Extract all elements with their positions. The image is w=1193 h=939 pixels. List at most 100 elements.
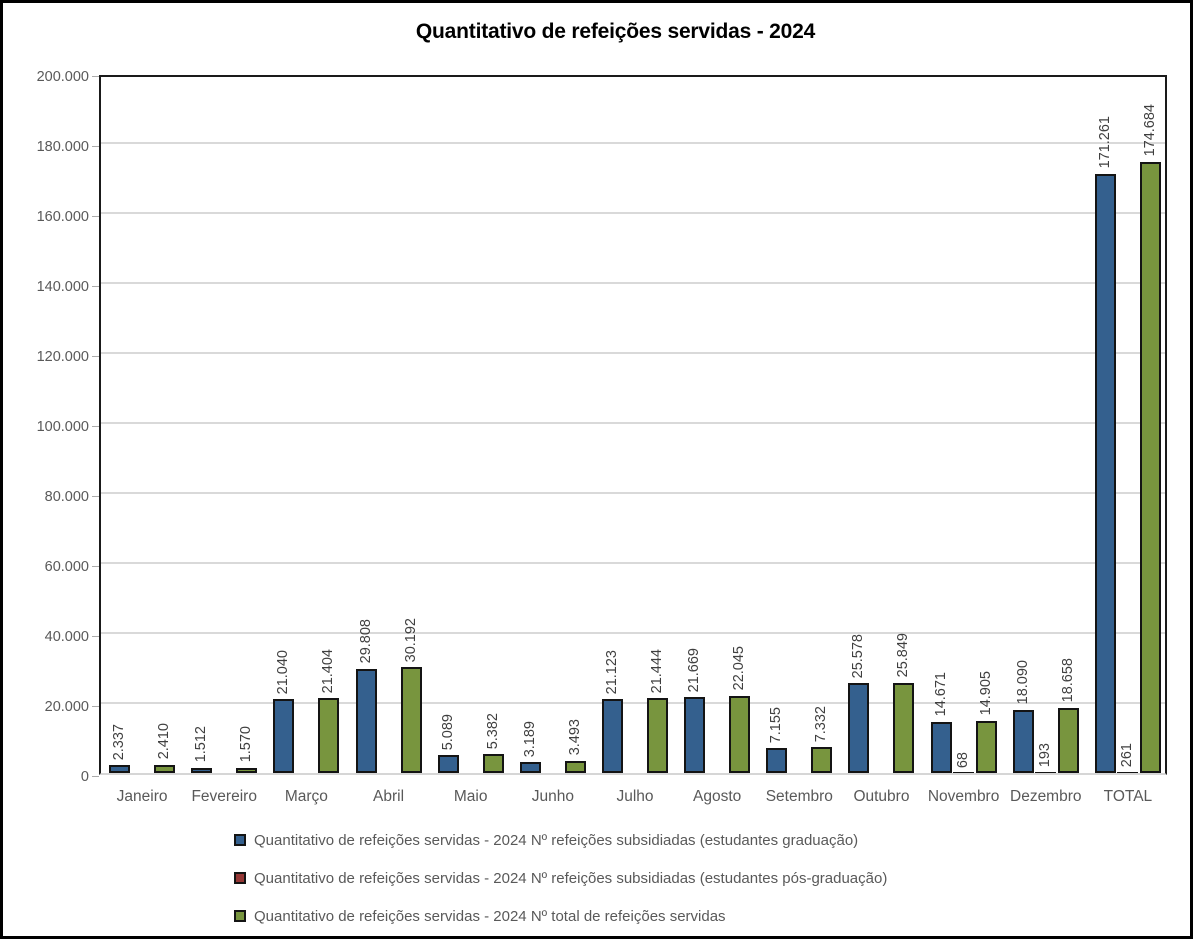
bar-value-label: 2.337 (111, 723, 128, 760)
bar-pos-graduacao (1117, 771, 1139, 773)
legend-label: Quantitativo de refeições servidas - 202… (254, 907, 726, 925)
y-axis-tick-mark (92, 636, 99, 638)
y-axis-tick-mark (92, 76, 99, 78)
bar-total (400, 667, 422, 773)
bar-graduacao (519, 761, 541, 773)
x-axis-label: Abril (373, 788, 405, 805)
legend-item: Quantitativo de refeições servidas - 202… (234, 905, 887, 927)
bar-value-label: 7.332 (813, 706, 830, 743)
y-axis-tick-label: 40.000 (44, 629, 89, 645)
y-axis-tick-label: 200.000 (36, 69, 89, 85)
gridline (101, 352, 1165, 354)
bar-value-label: 261 (1119, 742, 1136, 768)
bar-graduacao (273, 699, 295, 773)
legend-swatch (234, 834, 246, 846)
x-axis-label: Março (284, 788, 328, 805)
bar-group: 29.808 30.192 (347, 77, 429, 773)
gridline (101, 212, 1165, 214)
y-axis-tick-mark (92, 776, 99, 778)
bar-graduacao (848, 683, 870, 773)
bar-value-label: 7.155 (768, 706, 785, 743)
y-axis-tick-label: 120.000 (36, 349, 89, 365)
gridline (101, 142, 1165, 144)
y-axis-tick-label: 160.000 (36, 209, 89, 225)
bar-group: 7.155 7.332 (758, 77, 840, 773)
x-axis-label: TOTAL (1103, 788, 1153, 805)
y-axis-tick-mark (92, 216, 99, 218)
bar-group: 21.123 21.444 (594, 77, 676, 773)
bar-value-label: 29.808 (357, 619, 374, 664)
bar-value-label: 21.404 (320, 648, 337, 694)
legend: Quantitativo de refeições servidas - 202… (234, 829, 887, 936)
gridline (101, 632, 1165, 634)
bar-group: 21.040 21.404 (265, 77, 347, 773)
legend-swatch (234, 910, 246, 922)
bar-value-label: 1.570 (238, 726, 255, 763)
legend-item: Quantitativo de refeições servidas - 202… (234, 829, 887, 851)
x-axis-label: Janeiro (116, 788, 168, 805)
bar-value-label: 171.261 (1096, 116, 1113, 169)
y-axis-tick-mark (92, 356, 99, 358)
bar-group: 21.669 22.045 (676, 77, 758, 773)
bar-total (729, 695, 751, 773)
y-axis-tick-label: 80.000 (44, 489, 89, 505)
y-axis-tick-label: 60.000 (44, 559, 89, 575)
bar-value-label: 18.658 (1059, 658, 1076, 703)
y-axis-tick-mark (92, 426, 99, 428)
gridline (101, 702, 1165, 704)
bar-value-label: 21.669 (686, 647, 703, 693)
chart-title: Quantitativo de refeições servidas - 202… (415, 20, 816, 43)
bar-value-label: 193 (1037, 743, 1054, 768)
legend-label: Quantitativo de refeições servidas - 202… (254, 831, 859, 849)
x-axis-label: Fevereiro (191, 788, 257, 805)
bar-graduacao (766, 747, 788, 773)
gridline (101, 492, 1165, 494)
bar-total (318, 698, 340, 773)
gridline (101, 282, 1165, 284)
bar-pos-graduacao (1035, 771, 1057, 773)
bar-total (975, 720, 997, 773)
bar-graduacao (684, 697, 706, 773)
bar-value-label: 3.189 (521, 720, 538, 757)
x-axis-label: Outubro (853, 788, 910, 805)
bar-total (482, 754, 504, 773)
y-axis-tick-label: 0 (80, 769, 89, 785)
bar-group: 1.512 1.570 (183, 77, 265, 773)
bar-graduacao (355, 668, 377, 773)
bar-pos-graduacao (953, 771, 975, 773)
bar-total (154, 764, 176, 773)
y-axis-tick-mark (92, 566, 99, 568)
y-axis-tick-label: 20.000 (44, 699, 89, 715)
bar-total (646, 697, 668, 773)
bar-graduacao (1094, 173, 1116, 773)
bar-group: 171.261 261 174.684 (1087, 77, 1169, 773)
x-axis-label: Maio (453, 788, 488, 805)
bar-value-label: 14.905 (977, 671, 994, 716)
bar-value-label: 18.090 (1014, 660, 1031, 705)
bar-group: 2.337 2.410 (101, 77, 183, 773)
bar-value-label: 22.045 (731, 646, 748, 691)
bar-graduacao (601, 699, 623, 773)
bar-total (893, 682, 915, 773)
y-axis-tick-mark (92, 496, 99, 498)
bar-value-label: 3.493 (566, 719, 583, 756)
bar-graduacao (437, 755, 459, 773)
y-axis-tick-mark (92, 286, 99, 288)
y-axis-tick-mark (92, 146, 99, 148)
plot-area: 2.337 2.410 1.512 1.570 21.040 21.404 29.808 30… (99, 75, 1167, 775)
x-axis-label: Dezembro (1010, 788, 1082, 805)
bar-total (1057, 707, 1079, 773)
bar-group: 18.090 193 18.658 (1005, 77, 1087, 773)
y-axis-tick-label: 100.000 (36, 419, 89, 435)
bar-graduacao (930, 721, 952, 773)
bar-value-label: 5.382 (484, 712, 501, 750)
y-axis-tick-label: 180.000 (36, 139, 89, 155)
x-axis-label: Julho (616, 788, 654, 805)
bar-value-label: 25.849 (895, 633, 912, 678)
bar-value-label: 21.040 (275, 650, 292, 695)
bar-value-label: 68 (955, 751, 972, 768)
bar-group: 14.671 68 14.905 (923, 77, 1005, 773)
bar-value-label: 1.512 (193, 726, 210, 763)
x-axis-label: Setembro (765, 788, 833, 805)
